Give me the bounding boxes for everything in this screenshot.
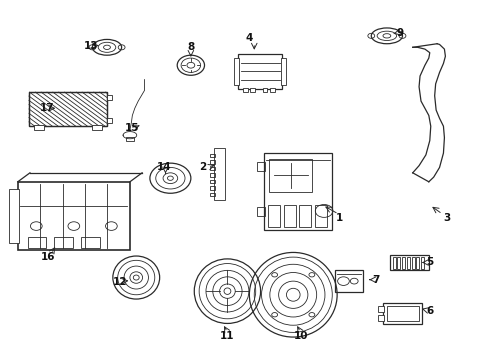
Text: 6: 6	[426, 306, 432, 316]
Bar	[262, 88, 267, 92]
Bar	[389, 255, 428, 270]
Text: 11: 11	[220, 331, 234, 341]
Text: 3: 3	[442, 213, 449, 222]
Bar	[54, 237, 73, 248]
Bar	[269, 88, 274, 92]
Text: 13: 13	[83, 41, 98, 50]
Bar	[210, 193, 214, 196]
Text: 16: 16	[41, 252, 56, 262]
Text: 9: 9	[396, 28, 403, 38]
Bar	[283, 205, 295, 226]
Bar	[269, 159, 311, 192]
Bar	[377, 306, 384, 312]
Bar	[406, 257, 409, 269]
Bar	[243, 88, 247, 92]
Bar	[27, 237, 46, 248]
Bar	[392, 257, 395, 269]
Bar	[416, 257, 418, 269]
Bar	[29, 92, 107, 126]
Bar	[210, 154, 214, 157]
Bar	[250, 88, 255, 92]
Bar	[238, 54, 282, 89]
Bar	[256, 207, 264, 216]
Bar	[299, 205, 311, 226]
Bar	[411, 257, 414, 269]
Bar	[214, 148, 224, 200]
Bar	[264, 153, 331, 230]
Bar	[107, 118, 112, 123]
Text: 4: 4	[245, 33, 253, 43]
Bar	[267, 205, 280, 226]
Bar	[402, 257, 404, 269]
Text: 10: 10	[293, 331, 307, 341]
Text: 14: 14	[157, 162, 171, 172]
Text: 1: 1	[335, 213, 343, 222]
Bar	[386, 306, 418, 321]
Bar	[29, 92, 107, 126]
Bar	[107, 95, 112, 100]
Text: 2: 2	[199, 162, 206, 172]
Text: 17: 17	[40, 103, 54, 113]
Bar	[92, 126, 102, 130]
Bar	[125, 137, 134, 141]
Bar	[210, 160, 214, 164]
Text: 8: 8	[187, 42, 194, 52]
Bar	[234, 58, 239, 85]
Bar	[256, 162, 264, 171]
Bar	[210, 167, 214, 170]
Text: 7: 7	[372, 275, 379, 285]
Text: 5: 5	[426, 257, 432, 267]
Bar	[281, 58, 285, 85]
Bar	[377, 315, 384, 320]
Bar	[18, 182, 130, 250]
Bar	[210, 180, 214, 183]
Bar	[334, 270, 362, 292]
Text: 15: 15	[125, 123, 139, 133]
Bar	[210, 186, 214, 190]
Text: 12: 12	[113, 277, 127, 287]
Bar	[383, 303, 422, 324]
Bar	[314, 205, 326, 226]
Bar	[9, 189, 19, 243]
Bar	[420, 257, 423, 269]
Bar	[81, 237, 100, 248]
Bar	[210, 173, 214, 177]
Bar	[397, 257, 400, 269]
Bar	[34, 126, 43, 130]
